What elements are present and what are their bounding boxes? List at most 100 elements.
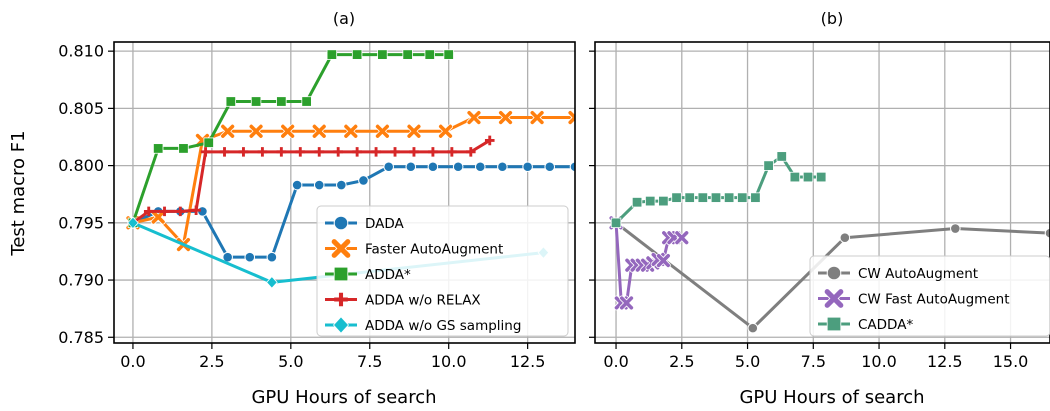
data-point-adda [225,96,237,107]
legend-entry-dada: DADA [325,215,405,232]
data-point-cadda [763,160,774,171]
series-adda [127,49,454,229]
data-point-faster-autoaugment [220,123,236,139]
data-point-dada [313,179,325,191]
data-point-cadda [697,192,709,203]
data-point-adda [424,49,435,60]
series-cw-fast-autoaugment [608,215,690,311]
legend-marker-adda-w-o-relax [334,292,348,307]
data-point-adda-w-o-relax [466,147,476,157]
data-point-adda [250,96,262,107]
data-point-cadda [645,195,656,207]
data-point-adda-w-o-relax [175,206,186,217]
data-point-adda-w-o-relax [371,147,381,157]
data-point-cw-fast-autoaugment [655,253,671,268]
data-point-adda-w-o-relax [191,205,201,216]
panel-b-frame [594,41,1050,344]
data-point-adda-w-o-gs-sampling [127,216,139,230]
data-point-cw-autoaugment [839,232,851,244]
data-point-faster-autoaugment [311,123,327,139]
data-point-faster-autoaugment [406,123,422,139]
data-point-adda-w-o-relax [428,147,438,157]
legend-label-faster-autoaugment: Faster AutoAugment [365,242,503,258]
panel-b-x-axis-label: GPU Hours of search [739,387,924,408]
data-point-faster-autoaugment [374,123,390,139]
data-point-cadda [802,171,814,183]
panel-a-frame [113,41,576,344]
data-point-adda [443,49,454,60]
legend-label-adda: ADDA* [365,267,411,283]
panel-b-x-tick-label: 2.5 [669,352,694,371]
legend-entry-cadda: CADDA* [818,316,913,333]
data-point-cadda [737,192,748,203]
legend-label-cadda: CADDA* [858,317,913,333]
data-point-adda-w-o-relax [314,147,325,157]
data-point-dada [383,161,395,173]
legend-label-cw-autoaugment: CW AutoAugment [858,266,978,282]
data-point-cadda [658,195,669,207]
data-point-dada [474,161,486,173]
data-point-adda-w-o-relax [333,147,343,157]
panel-b-legend: CW AutoAugment CW Fast AutoAugment CADDA* [809,255,1050,337]
legend-marker-adda-w-o-gs-sampling [332,316,350,334]
series-line-cadda [614,154,822,224]
panel-a-y-tick-label: 0.800 [58,156,104,175]
legend-marker-adda [333,266,349,282]
data-point-cadda [710,192,722,203]
data-point-cadda [723,192,735,203]
data-point-cadda [776,151,787,162]
data-point-adda [203,137,214,148]
data-point-cadda [684,192,695,203]
panel-a-legend: DADA Faster AutoAugment ADDA* ADDA w/o RELA… [316,205,569,337]
data-point-adda-w-o-relax [352,147,362,157]
panel-a-x-tick-label: 7.5 [357,352,382,371]
data-point-adda-w-o-relax [143,206,154,217]
legend-entry-adda: ADDA* [325,266,411,283]
series-cadda [610,151,827,229]
legend-marker-cw-fast-autoaugment [823,288,845,309]
panel-a-x-tick-label: 5.0 [278,352,303,371]
panel-b-plot: 0.0 2.5 5.0 7.5 10.0 12.5 15.0CW AutoAugmentCW… [589,41,1050,371]
data-point-adda [351,49,363,60]
data-point-adda-w-o-relax [409,147,419,157]
panel-a-x-tick-label: 12.5 [510,352,546,371]
data-point-adda-w-o-gs-sampling [266,275,278,289]
data-point-cw-autoaugment [950,223,961,234]
legend-entry-cw-fast-autoaugment: CW Fast AutoAugment [818,288,1010,309]
data-point-cw-fast-autoaugment [619,295,634,311]
panel-a-x-tick-label: 0.0 [120,352,145,371]
data-point-adda [153,143,164,154]
data-point-dada [452,161,464,173]
panel-a-y-tick-label: 0.795 [58,213,104,232]
panel-b-x-tick-label: 12.5 [927,352,963,371]
panel-a-y-tick-label: 0.785 [58,328,104,347]
panel-b-x-tick-label: 7.5 [801,352,826,371]
legend-marker-cadda [826,316,842,332]
data-point-dada [244,251,256,263]
panel-a-plot: 0.0 2.5 5.0 7.5 10.0 12.5 0.785 0.790 0.795 0.800… [58,41,576,371]
data-point-adda [377,49,388,60]
data-point-cadda [671,192,682,203]
data-point-cadda [610,217,622,229]
data-point-adda [178,143,189,154]
data-point-dada [358,175,369,186]
legend-marker-faster-autoaugment [330,238,352,259]
panel-a-x-axis-label: GPU Hours of search [251,387,436,408]
legend-marker-cw-autoaugment [826,265,842,281]
panel-a-title: (a) [333,9,355,28]
data-point-adda-w-o-relax [390,147,400,157]
data-point-dada [291,179,303,191]
legend-label-dada: DADA [365,216,405,232]
legend-entry-adda-w-o-relax: ADDA w/o RELAX [325,293,481,309]
panel-a-x-tick-label: 2.5 [199,352,224,371]
legend-entry-faster-autoaugment: Faster AutoAugment [325,238,503,259]
data-point-adda [301,96,312,107]
legend-entry-cw-autoaugment: CW AutoAugment [818,265,978,282]
data-point-adda [276,96,287,107]
data-point-adda [402,49,413,60]
data-point-faster-autoaugment [280,123,296,139]
data-point-adda-w-o-relax [200,147,211,157]
series-line-faster-autoaugment [132,116,575,247]
legend-label-adda-w-o-gs-sampling: ADDA w/o GS sampling [365,318,521,334]
